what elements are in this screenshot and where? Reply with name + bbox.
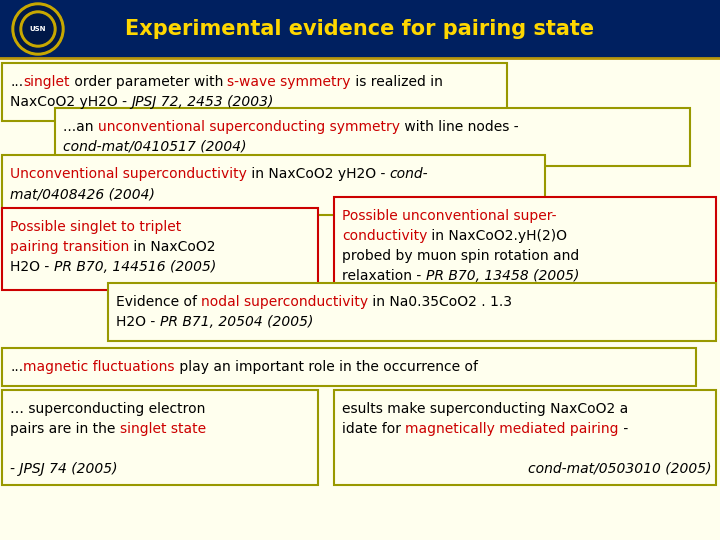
Text: cond-mat/0503010 (2005): cond-mat/0503010 (2005): [528, 462, 712, 476]
Text: pairs are in the: pairs are in the: [10, 422, 120, 436]
Text: … superconducting electron: … superconducting electron: [10, 402, 205, 416]
Text: magnetic fluctuations: magnetic fluctuations: [23, 360, 175, 374]
Text: NaxCoO2 yH2O -: NaxCoO2 yH2O -: [10, 95, 131, 109]
Text: in Na0.35CoO2 . 1.3: in Na0.35CoO2 . 1.3: [369, 295, 513, 309]
Text: H2O -: H2O -: [10, 260, 53, 274]
Text: with line nodes -: with line nodes -: [400, 120, 518, 134]
Text: Experimental evidence for pairing state: Experimental evidence for pairing state: [125, 19, 595, 39]
Text: idate for: idate for: [342, 422, 405, 436]
Text: USN: USN: [30, 26, 46, 32]
Text: in NaxCoO2 yH2O -: in NaxCoO2 yH2O -: [247, 167, 390, 181]
Text: esults make superconducting NaxCoO2 a: esults make superconducting NaxCoO2 a: [342, 402, 629, 416]
Text: play an important role in the occurrence of: play an important role in the occurrence…: [175, 360, 477, 374]
Text: mat/0408426 (2004): mat/0408426 (2004): [10, 187, 155, 201]
Text: Possible singlet to triplet: Possible singlet to triplet: [10, 220, 181, 234]
Text: -: -: [619, 422, 628, 436]
Circle shape: [12, 3, 64, 55]
Text: JPSJ 72, 2453 (2003): JPSJ 72, 2453 (2003): [131, 95, 274, 109]
Text: Evidence of: Evidence of: [116, 295, 202, 309]
Text: in NaxCoO2.yH(2)O: in NaxCoO2.yH(2)O: [428, 229, 567, 243]
Bar: [108, 283, 716, 341]
Text: H2O -: H2O -: [116, 315, 160, 329]
Circle shape: [23, 14, 53, 44]
Circle shape: [15, 6, 61, 52]
Text: singlet state: singlet state: [120, 422, 206, 436]
Bar: [0, 0, 720, 58]
Text: in NaxCoO2: in NaxCoO2: [130, 240, 216, 254]
Text: PR B70, 13458 (2005): PR B70, 13458 (2005): [426, 269, 579, 283]
Bar: [2, 208, 318, 290]
Text: conductivity: conductivity: [342, 229, 428, 243]
Text: magnetically mediated pairing: magnetically mediated pairing: [405, 422, 619, 436]
Bar: [2, 63, 507, 121]
Text: cond-mat/0410517 (2004): cond-mat/0410517 (2004): [63, 140, 246, 154]
Text: - JPSJ 74 (2005): - JPSJ 74 (2005): [10, 462, 117, 476]
Text: probed by muon spin rotation and: probed by muon spin rotation and: [342, 249, 580, 263]
Text: pairing transition: pairing transition: [10, 240, 130, 254]
Bar: [55, 108, 690, 166]
Bar: [334, 390, 716, 485]
Bar: [2, 348, 696, 386]
Bar: [334, 197, 716, 297]
Text: ...an: ...an: [63, 120, 98, 134]
Text: nodal superconductivity: nodal superconductivity: [202, 295, 369, 309]
Text: ...: ...: [10, 75, 23, 89]
Text: Possible unconventional super-: Possible unconventional super-: [342, 209, 557, 223]
Text: ...: ...: [10, 360, 23, 374]
Circle shape: [20, 11, 56, 47]
Bar: [2, 155, 545, 215]
Text: is realized in: is realized in: [351, 75, 443, 89]
Text: relaxation -: relaxation -: [342, 269, 426, 283]
Text: Unconventional superconductivity: Unconventional superconductivity: [10, 167, 247, 181]
Text: PR B70, 144516 (2005): PR B70, 144516 (2005): [53, 260, 216, 274]
Text: s-wave symmetry: s-wave symmetry: [228, 75, 351, 89]
Text: unconventional superconducting symmetry: unconventional superconducting symmetry: [98, 120, 400, 134]
Bar: [2, 390, 318, 485]
Text: PR B71, 20504 (2005): PR B71, 20504 (2005): [160, 315, 313, 329]
Text: order parameter with: order parameter with: [70, 75, 228, 89]
Text: singlet: singlet: [23, 75, 70, 89]
Text: cond-: cond-: [390, 167, 428, 181]
